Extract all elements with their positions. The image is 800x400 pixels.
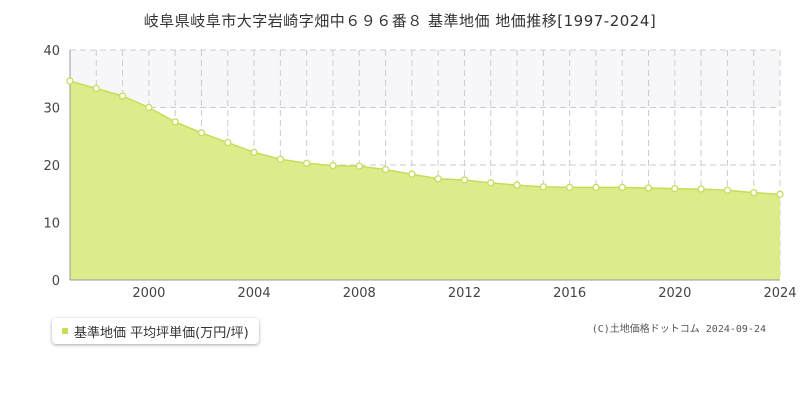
legend-label: 基準地価 平均坪単価(万円/坪) bbox=[74, 325, 249, 341]
x-tick-label: 2024 bbox=[763, 286, 796, 301]
data-point bbox=[276, 155, 285, 163]
y-tick-label: 0 bbox=[52, 274, 60, 289]
x-tick-label: 2008 bbox=[343, 286, 376, 301]
data-point bbox=[697, 185, 705, 193]
y-tick-labels: 0 10 20 30 40 bbox=[43, 44, 60, 289]
data-point bbox=[644, 184, 653, 192]
data-point bbox=[250, 148, 258, 157]
data-point bbox=[750, 188, 758, 197]
data-point bbox=[539, 183, 547, 191]
data-point bbox=[618, 183, 626, 192]
data-point bbox=[723, 186, 732, 194]
data-point bbox=[565, 183, 574, 192]
chart-title: 岐阜県岐阜市大字岩崎字畑中６９６番８ 基準地価 地価推移[1997-2024] bbox=[143, 12, 657, 30]
data-point bbox=[355, 162, 363, 170]
data-point bbox=[145, 103, 153, 112]
x-tick-label: 2000 bbox=[132, 286, 165, 301]
data-point bbox=[434, 175, 442, 183]
x-tick-label: 2016 bbox=[553, 286, 586, 301]
data-point bbox=[92, 84, 100, 93]
series-fill bbox=[70, 81, 780, 280]
x-tick-labels: 2000 2004 2008 2012 2016 2020 2024 bbox=[132, 286, 796, 301]
plot-background bbox=[70, 50, 780, 108]
data-point bbox=[329, 161, 337, 170]
data-point bbox=[776, 190, 784, 198]
axes bbox=[69, 50, 780, 281]
data-point bbox=[408, 170, 416, 178]
x-tick-label: 2012 bbox=[448, 286, 481, 301]
series-area bbox=[69, 80, 781, 280]
copyright-text: (C)土地価格ドットコム 2024-09-24 bbox=[591, 324, 766, 335]
legend: 基準地価 平均坪単価(万円/坪) bbox=[52, 318, 259, 344]
data-point bbox=[381, 165, 390, 174]
data-point bbox=[592, 183, 600, 192]
data-point bbox=[66, 77, 74, 85]
data-point bbox=[671, 184, 679, 193]
plot-band bbox=[70, 50, 780, 108]
y-tick-label: 10 bbox=[43, 217, 60, 232]
data-point bbox=[171, 118, 179, 126]
x-tick-label: 2020 bbox=[658, 286, 691, 301]
data-point bbox=[303, 159, 311, 167]
y-tick-label: 30 bbox=[43, 102, 60, 117]
data-point bbox=[513, 181, 521, 189]
y-tick-label: 40 bbox=[43, 44, 60, 59]
data-point bbox=[224, 138, 232, 147]
y-tick-label: 20 bbox=[43, 159, 60, 174]
data-points bbox=[66, 77, 784, 198]
data-point bbox=[460, 176, 469, 184]
data-point bbox=[197, 129, 206, 137]
series-line bbox=[69, 80, 781, 196]
data-point bbox=[487, 179, 495, 187]
legend-marker-icon bbox=[62, 328, 68, 334]
x-tick-label: 2004 bbox=[238, 286, 271, 301]
data-point bbox=[118, 92, 127, 100]
